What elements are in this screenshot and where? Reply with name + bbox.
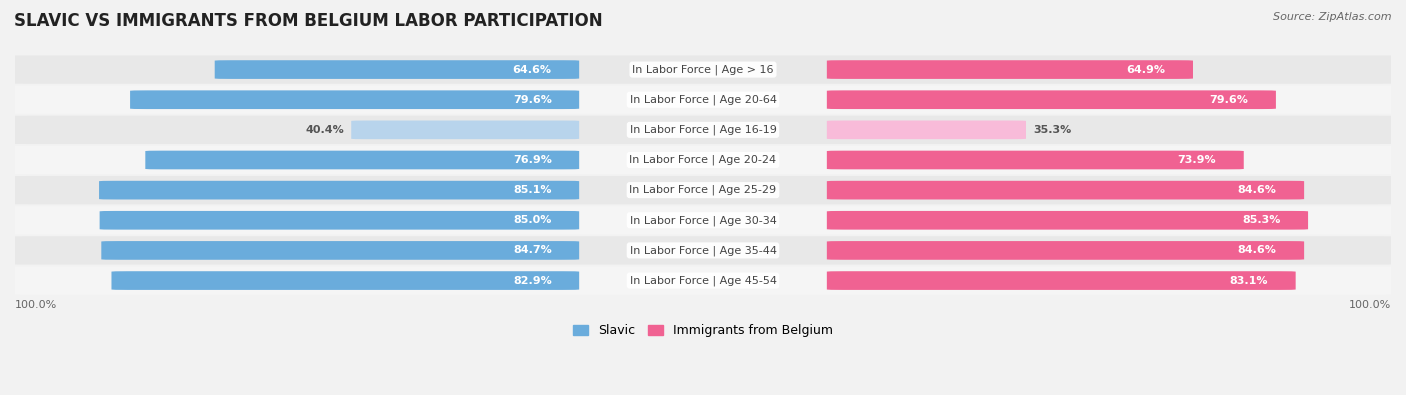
FancyBboxPatch shape xyxy=(8,266,1398,295)
Text: 40.4%: 40.4% xyxy=(305,125,344,135)
FancyBboxPatch shape xyxy=(215,60,579,79)
Text: 83.1%: 83.1% xyxy=(1230,276,1268,286)
FancyBboxPatch shape xyxy=(352,120,579,139)
Text: 85.1%: 85.1% xyxy=(513,185,551,195)
Text: 84.6%: 84.6% xyxy=(1237,245,1277,256)
FancyBboxPatch shape xyxy=(111,271,579,290)
FancyBboxPatch shape xyxy=(8,236,1398,265)
Text: In Labor Force | Age 16-19: In Labor Force | Age 16-19 xyxy=(630,124,776,135)
FancyBboxPatch shape xyxy=(827,150,1244,169)
FancyBboxPatch shape xyxy=(8,146,1398,174)
FancyBboxPatch shape xyxy=(827,241,1305,260)
Text: 35.3%: 35.3% xyxy=(1033,125,1071,135)
FancyBboxPatch shape xyxy=(827,181,1305,199)
Text: In Labor Force | Age 35-44: In Labor Force | Age 35-44 xyxy=(630,245,776,256)
FancyBboxPatch shape xyxy=(98,181,579,199)
Text: 100.0%: 100.0% xyxy=(15,300,58,310)
FancyBboxPatch shape xyxy=(8,55,1398,84)
Text: 79.6%: 79.6% xyxy=(1209,95,1249,105)
Text: In Labor Force | Age > 16: In Labor Force | Age > 16 xyxy=(633,64,773,75)
FancyBboxPatch shape xyxy=(145,150,579,169)
FancyBboxPatch shape xyxy=(8,206,1398,235)
FancyBboxPatch shape xyxy=(8,86,1398,114)
Legend: Slavic, Immigrants from Belgium: Slavic, Immigrants from Belgium xyxy=(568,320,838,342)
FancyBboxPatch shape xyxy=(101,241,579,260)
Text: 76.9%: 76.9% xyxy=(513,155,551,165)
Text: In Labor Force | Age 30-34: In Labor Force | Age 30-34 xyxy=(630,215,776,226)
Text: 79.6%: 79.6% xyxy=(513,95,551,105)
Text: 82.9%: 82.9% xyxy=(513,276,551,286)
FancyBboxPatch shape xyxy=(827,271,1296,290)
Text: 100.0%: 100.0% xyxy=(1348,300,1391,310)
Text: 84.6%: 84.6% xyxy=(1237,185,1277,195)
FancyBboxPatch shape xyxy=(827,211,1308,229)
FancyBboxPatch shape xyxy=(131,90,579,109)
Text: SLAVIC VS IMMIGRANTS FROM BELGIUM LABOR PARTICIPATION: SLAVIC VS IMMIGRANTS FROM BELGIUM LABOR … xyxy=(14,12,603,30)
FancyBboxPatch shape xyxy=(827,60,1192,79)
Text: In Labor Force | Age 20-24: In Labor Force | Age 20-24 xyxy=(630,155,776,165)
Text: 85.0%: 85.0% xyxy=(513,215,551,225)
FancyBboxPatch shape xyxy=(8,116,1398,144)
FancyBboxPatch shape xyxy=(100,211,579,229)
FancyBboxPatch shape xyxy=(827,120,1026,139)
Text: 64.6%: 64.6% xyxy=(513,64,551,75)
Text: In Labor Force | Age 25-29: In Labor Force | Age 25-29 xyxy=(630,185,776,196)
Text: 73.9%: 73.9% xyxy=(1178,155,1216,165)
Text: Source: ZipAtlas.com: Source: ZipAtlas.com xyxy=(1274,12,1392,22)
Text: In Labor Force | Age 45-54: In Labor Force | Age 45-54 xyxy=(630,275,776,286)
Text: 84.7%: 84.7% xyxy=(513,245,551,256)
Text: In Labor Force | Age 20-64: In Labor Force | Age 20-64 xyxy=(630,94,776,105)
FancyBboxPatch shape xyxy=(827,90,1275,109)
FancyBboxPatch shape xyxy=(8,176,1398,204)
Text: 64.9%: 64.9% xyxy=(1126,64,1166,75)
Text: 85.3%: 85.3% xyxy=(1241,215,1281,225)
